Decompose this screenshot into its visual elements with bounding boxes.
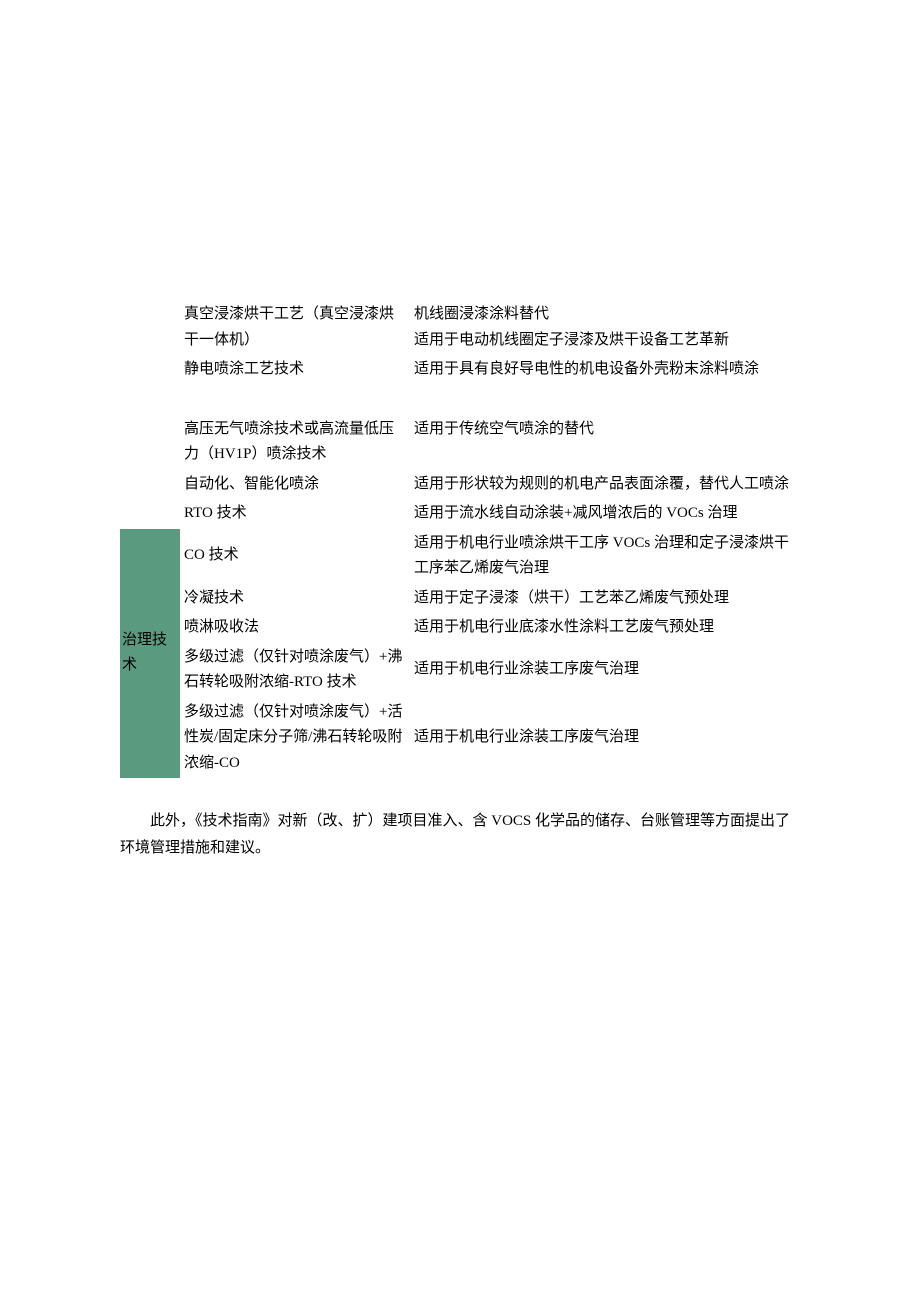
tech-cell: RTO 技术 [180,499,410,529]
table-row: 高压无气喷涂技术或高流量低压力（HV1P）喷涂技术 适用于传统空气喷涂的替代 [120,415,800,470]
main-table-wrapper: 真空浸漆烘干工艺（真空浸漆烘干一体机） 机线圈浸漆涂料替代 适用于电动机线圈定子… [120,300,800,778]
desc-cell: 适用于机电行业喷涂烘干工序 VOCs 治理和定子浸漆烘干工序苯乙烯废气治理 [410,529,800,584]
spacer-row [120,385,800,415]
table-row: 冷凝技术 适用于定子浸漆（烘干）工艺苯乙烯废气预处理 [120,584,800,614]
desc-cell: 机线圈浸漆涂料替代 适用于电动机线圈定子浸漆及烘干设备工艺革新 [410,300,800,355]
desc-cell: 适用于机电行业涂装工序废气治理 [410,698,800,779]
desc-cell: 适用于流水线自动涂装+减风增浓后的 VOCs 治理 [410,499,800,529]
table-row: RTO 技术 适用于流水线自动涂装+减风增浓后的 VOCs 治理 [120,499,800,529]
tech-table: 真空浸漆烘干工艺（真空浸漆烘干一体机） 机线圈浸漆涂料替代 适用于电动机线圈定子… [120,300,800,778]
desc-cell: 适用于机电行业涂装工序废气治理 [410,643,800,698]
table-row: 多级过滤（仅针对喷涂废气）+沸石转轮吸附浓缩-RTO 技术 适用于机电行业涂装工… [120,643,800,698]
desc-cell: 适用于形状较为规则的机电产品表面涂覆，替代人工喷涂 [410,470,800,500]
tech-cell: 多级过滤（仅针对喷涂废气）+活性炭/固定床分子筛/沸石转轮吸附浓缩-CO [180,698,410,779]
table-row: 静电喷涂工艺技术 适用于具有良好导电性的机电设备外壳粉末涂料喷涂 [120,355,800,385]
desc-line-1: 机线圈浸漆涂料替代 [414,306,549,322]
desc-cell: 适用于具有良好导电性的机电设备外壳粉末涂料喷涂 [410,355,800,385]
tech-cell: 多级过滤（仅针对喷涂废气）+沸石转轮吸附浓缩-RTO 技术 [180,643,410,698]
desc-cell: 适用于机电行业底漆水性涂料工艺废气预处理 [410,613,800,643]
desc-cell: 适用于传统空气喷涂的替代 [410,415,800,470]
category-cell: 治理技术 [120,529,180,779]
tech-cell: 自动化、智能化喷涂 [180,470,410,500]
footer-paragraph: 此外，《技术指南》对新（改、扩）建项目准入、含 VOCS 化学品的储存、台账管理… [120,808,800,862]
tech-cell: 高压无气喷涂技术或高流量低压力（HV1P）喷涂技术 [180,415,410,470]
table-row: 治理技术 CO 技术 适用于机电行业喷涂烘干工序 VOCs 治理和定子浸漆烘干工… [120,529,800,584]
tech-cell: CO 技术 [180,529,410,584]
desc-line-2: 适用于电动机线圈定子浸漆及烘干设备工艺革新 [414,332,729,348]
tech-cell: 真空浸漆烘干工艺（真空浸漆烘干一体机） [180,300,410,355]
tech-cell: 冷凝技术 [180,584,410,614]
table-row: 自动化、智能化喷涂 适用于形状较为规则的机电产品表面涂覆，替代人工喷涂 [120,470,800,500]
table-row: 真空浸漆烘干工艺（真空浸漆烘干一体机） 机线圈浸漆涂料替代 适用于电动机线圈定子… [120,300,800,355]
tech-cell: 静电喷涂工艺技术 [180,355,410,385]
tech-cell: 喷淋吸收法 [180,613,410,643]
table-row: 多级过滤（仅针对喷涂废气）+活性炭/固定床分子筛/沸石转轮吸附浓缩-CO 适用于… [120,698,800,779]
table-row: 喷淋吸收法 适用于机电行业底漆水性涂料工艺废气预处理 [120,613,800,643]
desc-cell: 适用于定子浸漆（烘干）工艺苯乙烯废气预处理 [410,584,800,614]
